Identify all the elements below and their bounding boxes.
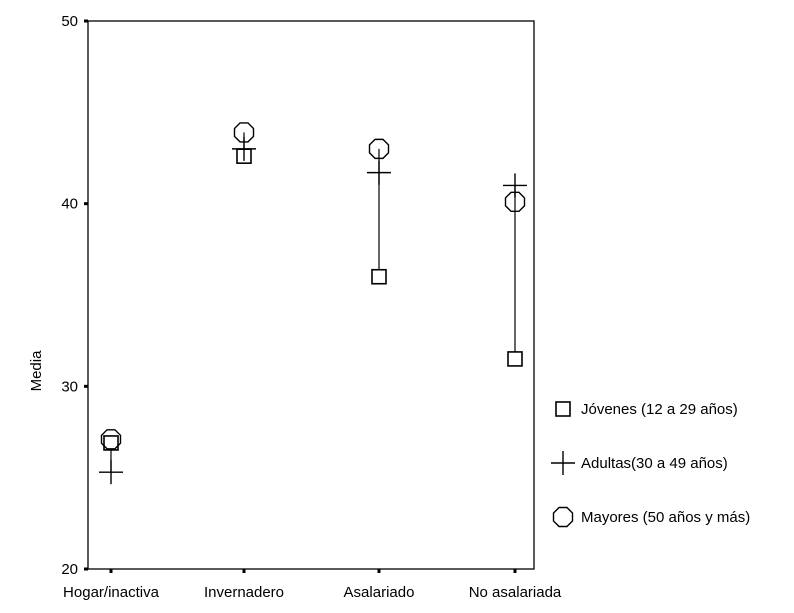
- x-tick-label-1: Invernadero: [204, 584, 284, 601]
- marker-square-2: [371, 268, 387, 285]
- plot-area: [87, 20, 535, 570]
- marker-circle-1: [233, 122, 255, 143]
- data-markers: [99, 122, 527, 485]
- legend-label-0: Jóvenes (12 a 29 años): [581, 401, 738, 418]
- marker-plus-1: [232, 136, 256, 161]
- marker-square-3: [507, 351, 523, 367]
- legend: Jóvenes (12 a 29 años) Adultas(30 a 49 añ…: [551, 401, 750, 528]
- x-tick-label-3: No asalariada: [469, 584, 562, 601]
- marker-square-0: [103, 435, 119, 451]
- x-tick-label-2: Asalariado: [344, 584, 415, 601]
- legend-label-1: Adultas(30 a 49 años): [581, 455, 728, 472]
- marker-plus-0: [99, 460, 123, 485]
- marker-circle-0: [100, 429, 122, 450]
- range-lines: [110, 132, 516, 473]
- y-tick-label-40: 40: [61, 196, 78, 213]
- y-tick-label-20: 20: [61, 561, 78, 578]
- legend-marker-square: [555, 401, 571, 417]
- marker-plus-3: [503, 173, 527, 198]
- marker-plus-2: [367, 160, 391, 185]
- y-tick-label-30: 30: [61, 378, 78, 395]
- legend-label-2: Mayores (50 años y más): [581, 509, 750, 526]
- legend-marker-circle: [552, 506, 574, 528]
- x-tick-label-0: Hogar/inactiva: [63, 584, 160, 601]
- y-axis: 20 30 40 50: [61, 13, 88, 578]
- legend-marker-plus: [551, 451, 575, 475]
- y-tick-label-50: 50: [61, 13, 78, 30]
- x-axis: Hogar/inactiva Invernadero Asalariado No as…: [63, 569, 562, 601]
- y-axis-title: Media: [28, 350, 45, 392]
- marker-circle-2: [368, 138, 390, 160]
- plot-frame: [87, 20, 535, 570]
- marker-circle-3: [504, 191, 526, 213]
